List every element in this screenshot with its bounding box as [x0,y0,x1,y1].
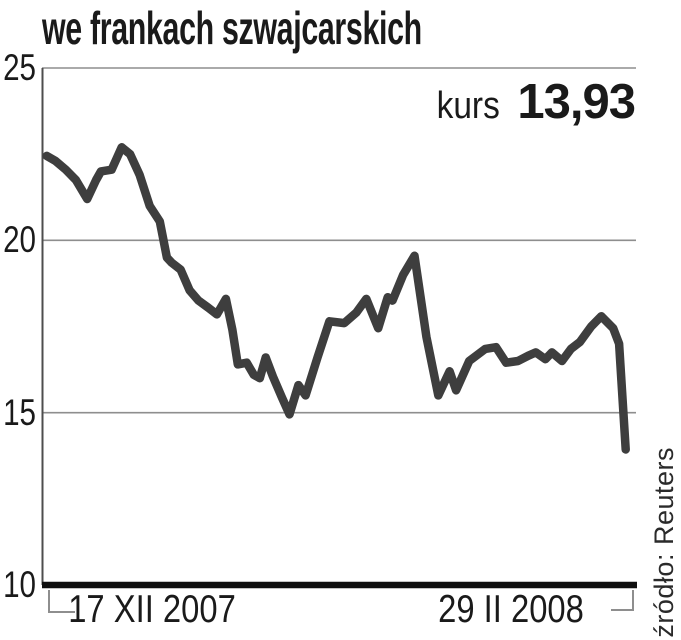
chart-title: we frankach szwajcarskich [42,2,422,54]
current-rate-label: kurs [436,85,500,127]
exchange-rate-line [42,143,630,454]
y-tick-label-15: 15 [3,391,36,433]
horizontal-gridlines [42,67,636,414]
y-tick-label-10: 10 [3,564,36,605]
current-rate-value: 13,93 [517,75,636,129]
x-tick-label-2: 29 II 2008 [438,588,585,631]
current-rate-annotation: kurs 13,93 [428,74,636,130]
x-range-bracket-right [611,590,634,611]
x-tick-label-1: 17 XII 2007 [68,588,236,631]
x-range-bracket-left [48,590,75,613]
y-tick-label-25: 25 [3,47,36,88]
source-credit: źródło: Reuters [649,447,679,638]
y-tick-label-20: 20 [3,219,36,261]
